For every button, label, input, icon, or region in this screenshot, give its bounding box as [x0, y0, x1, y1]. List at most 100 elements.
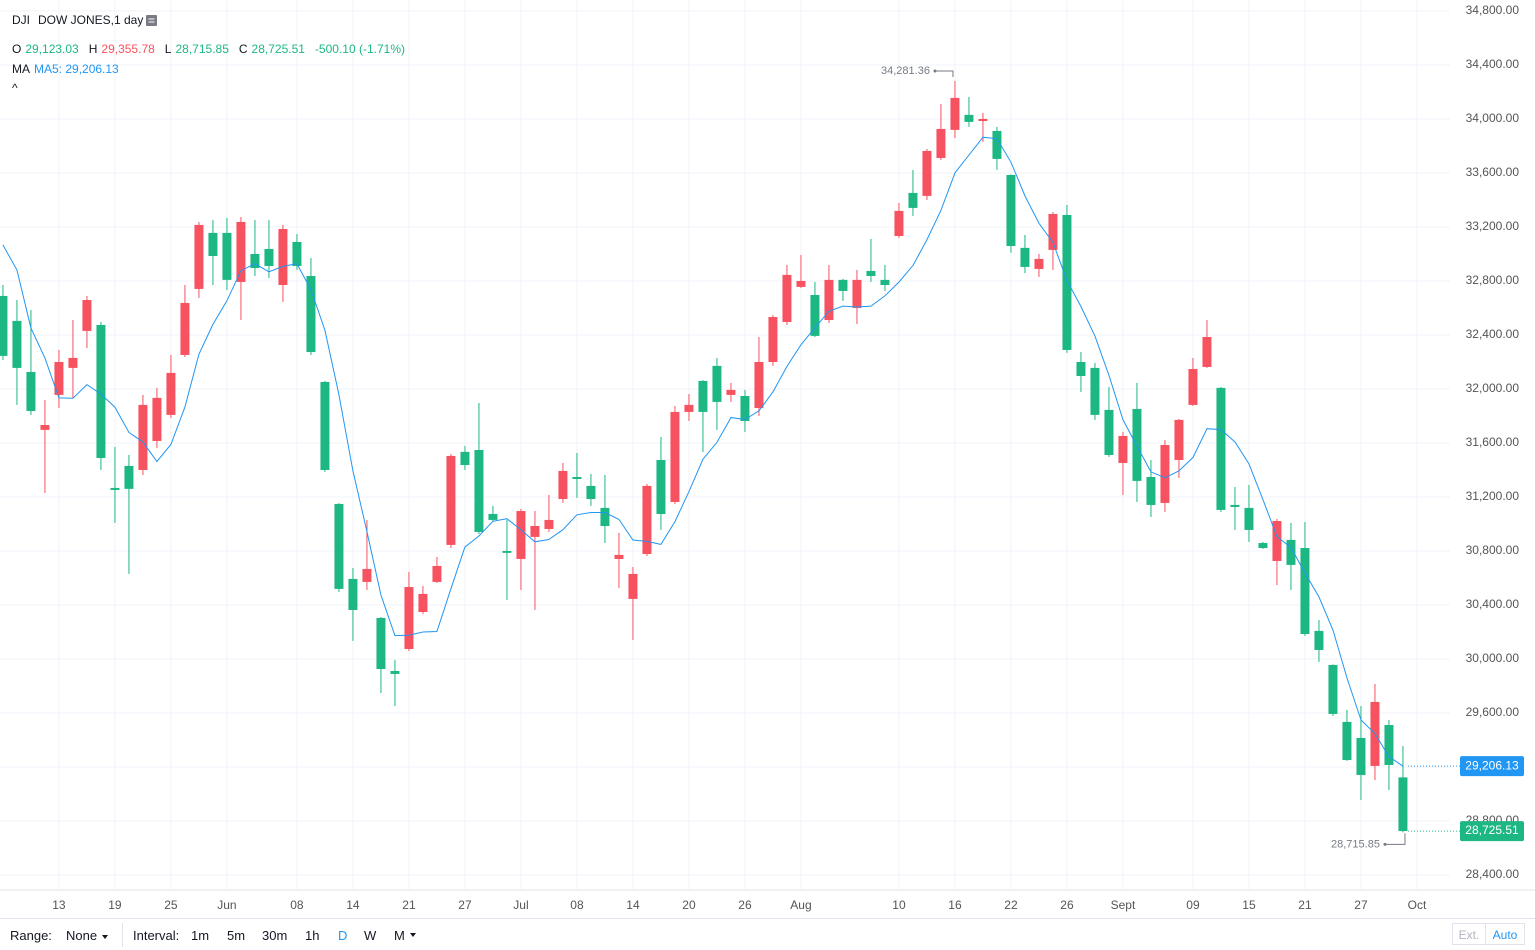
candle-body [712, 365, 722, 402]
candle-body [824, 279, 834, 320]
candle-body [1230, 504, 1240, 507]
candle-body [1104, 409, 1114, 455]
candle-body [446, 455, 456, 545]
candle-body [1258, 543, 1268, 549]
price-tag [1460, 821, 1524, 842]
candle-body [740, 395, 750, 421]
candle-body [698, 381, 708, 412]
x-tick-label: 19 [108, 898, 122, 912]
y-tick-label: 34,800.00 [1466, 3, 1520, 17]
x-tick-label: 21 [1298, 898, 1312, 912]
candle-body [908, 192, 918, 208]
candle-body [110, 487, 120, 490]
candle-body [642, 485, 652, 554]
range-label: Range: [10, 928, 52, 943]
price-tag [1460, 756, 1524, 777]
interval-button[interactable]: D [338, 928, 348, 943]
y-tick-label: 33,200.00 [1466, 219, 1520, 233]
x-tick-label: Aug [790, 898, 811, 912]
legend-change: -500.10 (-1.71%) [314, 42, 405, 56]
candle-body [1342, 721, 1352, 760]
y-tick-label: 33,600.00 [1466, 165, 1520, 179]
candle-body [572, 476, 582, 480]
axis: 28,400.0028,800.0029,200.0029,600.0030,0… [0, 3, 1535, 912]
candle-body [1328, 664, 1338, 714]
candle-body [236, 221, 246, 282]
candle-body [684, 404, 694, 412]
x-tick-label: 27 [1354, 898, 1368, 912]
candle-body [12, 320, 22, 368]
x-tick-label: 25 [164, 898, 178, 912]
candle-body [586, 485, 596, 500]
candle-body [334, 504, 344, 589]
high-dot [933, 69, 937, 73]
candle-body [964, 114, 974, 122]
candle-body [950, 97, 960, 130]
candle-body [600, 507, 610, 527]
candle-body [880, 279, 890, 286]
y-tick-label: 29,600.00 [1466, 705, 1520, 719]
candle-body [894, 210, 904, 237]
ma-value: MA5: 29,206.13 [34, 62, 119, 76]
candle-body [320, 381, 330, 470]
candle-body [992, 130, 1002, 159]
candle-body [1174, 419, 1184, 460]
interval-button[interactable]: 1m [191, 928, 210, 943]
high-marker [934, 70, 954, 77]
x-tick-label: 13 [52, 898, 66, 912]
y-tick-label: 32,400.00 [1466, 327, 1520, 341]
candle-body [1132, 408, 1142, 481]
candle-body [516, 511, 526, 559]
candle-body [292, 241, 302, 266]
low-dot [1383, 842, 1387, 846]
legend-icon[interactable] [146, 15, 157, 26]
candle-body [1202, 336, 1212, 367]
low-marker [1384, 833, 1406, 845]
candle-body [1020, 247, 1030, 267]
auto-button[interactable]: Auto [1485, 923, 1525, 945]
candle-body [124, 465, 134, 489]
ext-button[interactable]: Ext. [1452, 923, 1486, 945]
candle-body [1398, 777, 1408, 832]
candle-body [152, 397, 162, 441]
candle-body [838, 279, 848, 291]
candle-body [138, 404, 148, 470]
interval-button[interactable]: W [364, 928, 377, 943]
plot-area: 34,281.36 28,715.85 [0, 65, 1460, 850]
candle-body [1356, 737, 1366, 775]
candle-body [544, 519, 554, 529]
candle-body [82, 299, 92, 331]
x-tick-label: 27 [458, 898, 472, 912]
collapse-toggle[interactable]: ^ [12, 81, 18, 95]
symbol: DJI [12, 13, 30, 27]
candle-body [866, 270, 876, 276]
candle-body [0, 295, 8, 356]
interval-button[interactable]: 5m [227, 928, 246, 943]
y-tick-label: 31,600.00 [1466, 435, 1520, 449]
range-select[interactable]: None [66, 928, 109, 943]
candle-body [404, 587, 414, 650]
candle-body [852, 279, 862, 308]
range-value[interactable]: None [66, 928, 98, 943]
x-tick-label: 21 [402, 898, 416, 912]
y-tick-label: 34,000.00 [1466, 111, 1520, 125]
dropdown-caret [410, 933, 416, 937]
x-tick-label: 26 [738, 898, 752, 912]
candle-body [1272, 521, 1282, 561]
candle-body [1062, 214, 1072, 350]
x-tick-label: 09 [1186, 898, 1200, 912]
interval-button[interactable]: 30m [262, 928, 288, 943]
interval-button[interactable]: M [394, 928, 405, 943]
candle-body [166, 372, 176, 415]
candle-body [1006, 174, 1016, 246]
x-tick-label: Oct [1408, 898, 1427, 912]
candle-body [208, 232, 218, 256]
interval-button[interactable]: 1h [305, 928, 320, 943]
candle-body [1146, 476, 1156, 505]
grid [0, 0, 1450, 890]
icon-box[interactable] [146, 15, 157, 26]
legend-key: H [88, 42, 98, 56]
ma-line [2, 136, 1404, 767]
y-tick-label: 34,400.00 [1466, 57, 1520, 71]
y-tick-label: 30,800.00 [1466, 543, 1520, 557]
